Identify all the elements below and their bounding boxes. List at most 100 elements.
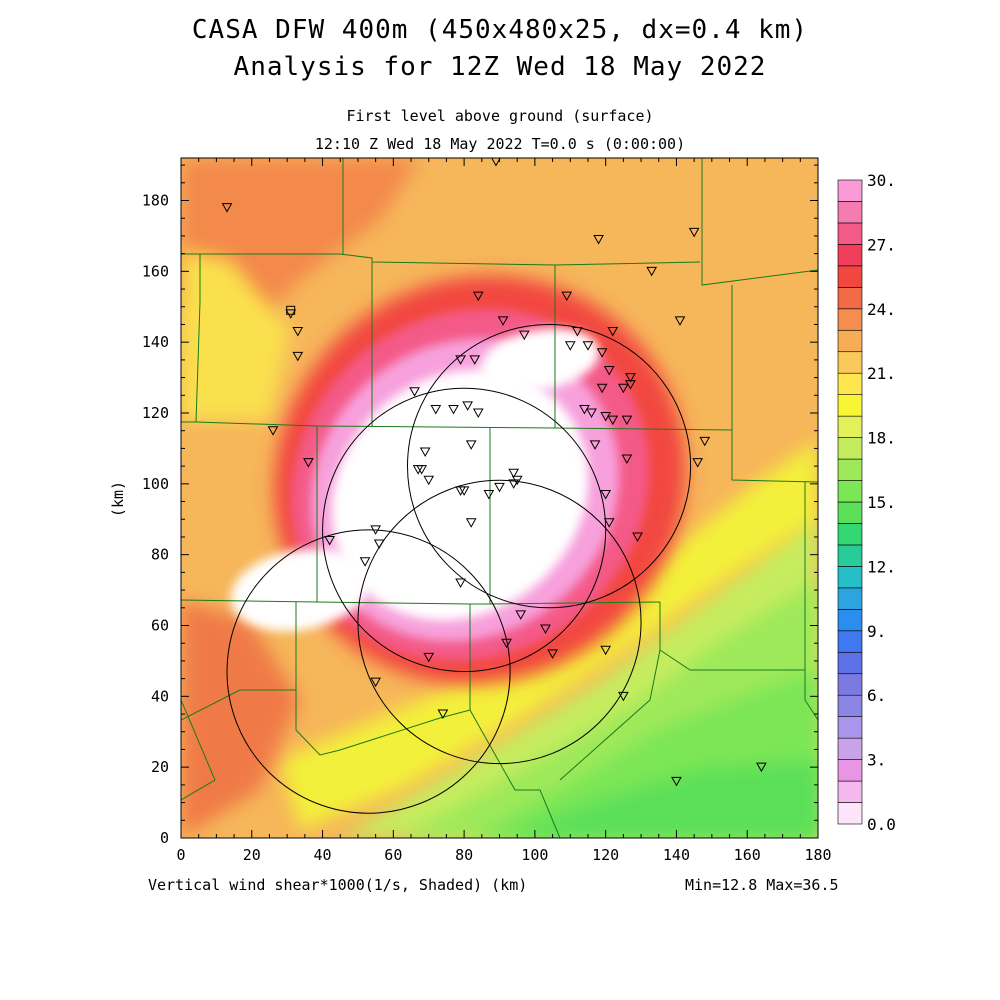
colorbar-swatch [837,329,863,353]
shear-field [181,158,818,838]
station-triangle [292,327,304,337]
station-triangle [419,447,431,457]
colorbar-swatch [837,437,863,460]
colorbar-swatch [837,802,863,825]
colorbar-swatch [837,523,863,546]
station-triangle [699,436,711,447]
colorbar-swatch [837,737,863,760]
x-tick-label: 0 [176,846,185,864]
station-triangle [518,330,530,341]
colorbar-swatch [837,501,863,524]
station-triangle [692,458,704,468]
colorbar-swatch [837,351,863,374]
station-triangle [511,475,523,486]
colorbar-swatch [837,415,863,438]
station-triangle [469,355,481,365]
station-triangle [448,404,459,415]
station-triangle [596,383,608,394]
station-triangle [497,316,509,326]
colorbar-label: 15. [867,493,896,512]
y-tick-label: 140 [142,333,169,351]
colorbar-label: 24. [867,300,896,319]
station-triangle [600,489,612,500]
station-triangle [483,489,495,500]
station-triangle [373,539,385,550]
station-triangle [462,401,474,411]
station-triangle [582,341,594,351]
station-triangle [600,412,612,422]
station-triangle [324,536,335,546]
colorbar-swatch [837,201,863,224]
colorbar-label: 30. [867,171,896,190]
station-triangle [572,327,583,337]
colorbar-swatch [837,544,863,567]
station-triangle [437,709,449,720]
colorbar-swatch [837,265,863,288]
station-triangle [621,454,633,465]
station-triangle [600,645,612,656]
colorbar-swatch [837,244,863,267]
station-triangle [564,341,576,351]
colorbar-swatch [837,458,863,481]
radar-rings [226,323,692,814]
station-triangle [465,440,477,450]
y-axis-label: (km) [109,480,128,518]
y-tick-label: 120 [142,404,169,422]
colorbar-swatch [837,630,863,653]
station-triangle [688,227,700,238]
station-triangle [621,415,633,426]
station-triangle [409,387,420,397]
station-triangle [756,762,767,773]
colorbar-swatch [837,609,863,632]
colorbar-label: 18. [867,429,896,448]
radar-ring [406,323,692,609]
station-triangle [501,638,512,649]
x-tick-label: 100 [521,846,548,864]
station-triangle [540,624,551,635]
x-tick-label: 120 [592,846,619,864]
station-triangle [603,366,615,376]
x-axis-caption: Vertical wind shear*1000(1/s, Shaded) (k… [148,876,528,894]
y-tick-label: 80 [151,546,169,564]
colorbar-swatch [837,780,863,803]
y-tick-label: 40 [151,687,169,705]
station-triangle [625,373,636,383]
colorbar-label: 6. [867,686,886,705]
colorbar-label: 12. [867,557,896,576]
y-tick-label: 0 [160,829,169,847]
station-triangle [607,327,619,337]
station-markers [221,158,767,787]
title-line-1: CASA DFW 400m (450x480x25, dx=0.4 km) [191,15,809,45]
county-lines [181,158,818,838]
station-triangle [472,291,484,302]
station-triangle [416,465,427,475]
colorbar-swatch [837,587,863,610]
station-triangle [561,291,573,302]
station-triangle [579,404,590,415]
colorbar: 0.0 3. 6. 9. 12. 15. 18. 21. 24. 27. 30. [837,171,896,834]
station-triangle [508,479,520,489]
station-triangle [430,404,442,415]
colorbar-swatch [837,566,863,589]
radar-ring [357,479,642,765]
colorbar-swatch [837,372,863,395]
station-triangle [625,380,636,390]
colorbar-label: 9. [867,622,886,641]
colorbar-swatch [837,222,863,245]
y-tick-label: 20 [151,758,169,776]
station-triangle [267,426,279,436]
station-triangle [359,557,371,567]
radar-ring [226,529,511,814]
station-triangle [593,234,604,245]
station-triangle [303,458,314,468]
station-triangle [423,475,435,486]
colorbar-swatch [837,716,863,739]
station-triangle [465,518,477,528]
station-triangle [603,518,615,528]
title-line-2: Analysis for 12Z Wed 18 May 2022 [233,52,767,82]
colorbar-swatch [837,759,863,782]
x-tick-label: 160 [734,846,761,864]
station-triangle [423,652,435,663]
station-triangle [618,691,629,702]
y-tick-label: 100 [142,475,169,493]
